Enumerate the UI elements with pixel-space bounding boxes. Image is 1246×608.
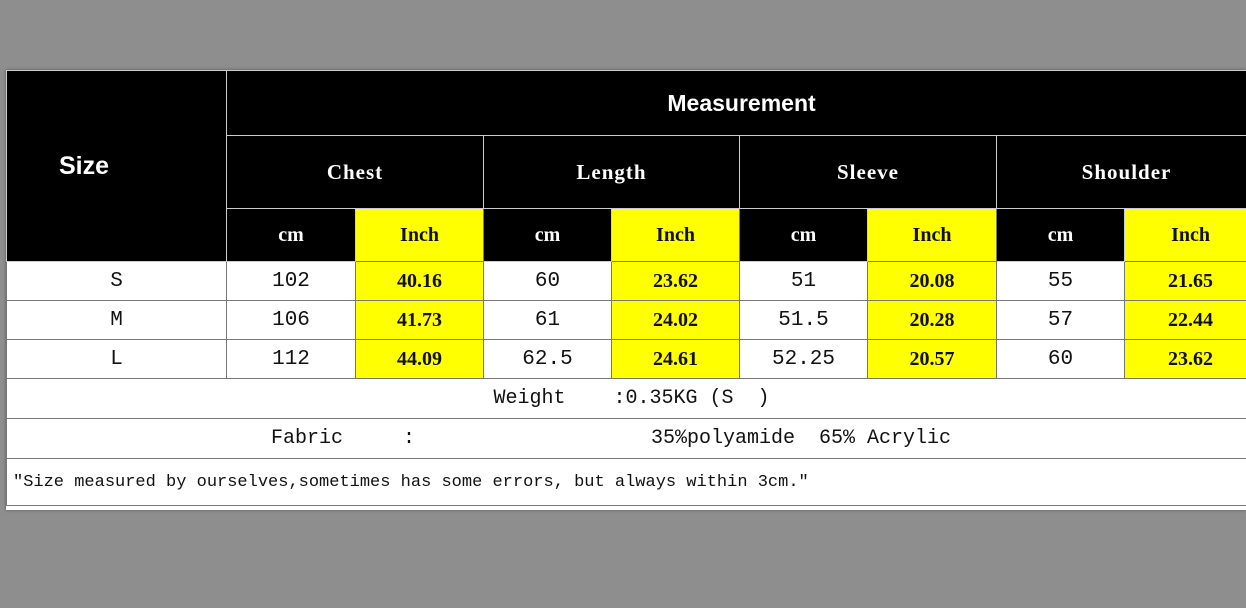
value-cell: 20.08: [867, 261, 997, 301]
value-cell: 112: [226, 339, 356, 379]
unit-cm: cm: [226, 208, 356, 262]
value-cell: 41.73: [355, 300, 484, 340]
weight-row: Weight :0.35KG (S ): [6, 378, 1246, 419]
value-cell: 23.62: [611, 261, 740, 301]
value-cell: 22.44: [1123, 300, 1246, 340]
value-cell: 51: [739, 261, 868, 301]
size-header: Size: [6, 70, 227, 262]
shoulder-header: Shoulder: [995, 135, 1246, 209]
sleeve-header: Sleeve: [739, 135, 997, 209]
size-cell: M: [6, 300, 227, 340]
value-cell: 21.65: [1123, 261, 1246, 301]
unit-inch: Inch: [355, 208, 484, 262]
unit-inch: Inch: [867, 208, 997, 262]
unit-cm: cm: [996, 208, 1125, 262]
value-cell: 60: [483, 261, 612, 301]
value-cell: 55: [996, 261, 1125, 301]
value-cell: 52.25: [739, 339, 868, 379]
value-cell: 23.62: [1123, 339, 1246, 379]
unit-inch: Inch: [1123, 208, 1246, 262]
size-table: Size Measurement Chest Length Sleeve Sho…: [6, 70, 1246, 506]
fabric-value: 35%polyamide 65% Acrylic: [651, 427, 952, 450]
value-cell: 20.57: [867, 339, 997, 379]
size-cell: S: [6, 261, 227, 301]
value-cell: 61: [483, 300, 612, 340]
size-note: "Size measured by ourselves,sometimes ha…: [6, 458, 1246, 506]
chest-header: Chest: [226, 135, 484, 209]
size-cell: L: [6, 339, 227, 379]
value-cell: 102: [226, 261, 356, 301]
fabric-label: Fabric :: [271, 427, 416, 450]
unit-cm: cm: [483, 208, 612, 262]
table-row: L 112 44.09 62.5 24.61 52.25 20.57 60 23…: [6, 339, 1246, 379]
value-cell: 62.5: [483, 339, 612, 379]
value-cell: 44.09: [355, 339, 484, 379]
size-chart: Size Measurement Chest Length Sleeve Sho…: [6, 70, 1246, 510]
unit-cm: cm: [739, 208, 868, 262]
value-cell: 60: [996, 339, 1125, 379]
value-cell: 106: [226, 300, 356, 340]
value-cell: 40.16: [355, 261, 484, 301]
value-cell: 24.02: [611, 300, 740, 340]
value-cell: 24.61: [611, 339, 740, 379]
fabric-row: Fabric : 35%polyamide 65% Acrylic: [6, 418, 1246, 459]
value-cell: 57: [996, 300, 1125, 340]
unit-inch: Inch: [611, 208, 740, 262]
table-row: S 102 40.16 60 23.62 51 20.08 55 21.65: [6, 261, 1246, 301]
measurement-header: Measurement: [225, 70, 1246, 136]
value-cell: 20.28: [867, 300, 997, 340]
value-cell: 51.5: [739, 300, 868, 340]
length-header: Length: [483, 135, 740, 209]
table-row: M 106 41.73 61 24.02 51.5 20.28 57 22.44: [6, 300, 1246, 340]
